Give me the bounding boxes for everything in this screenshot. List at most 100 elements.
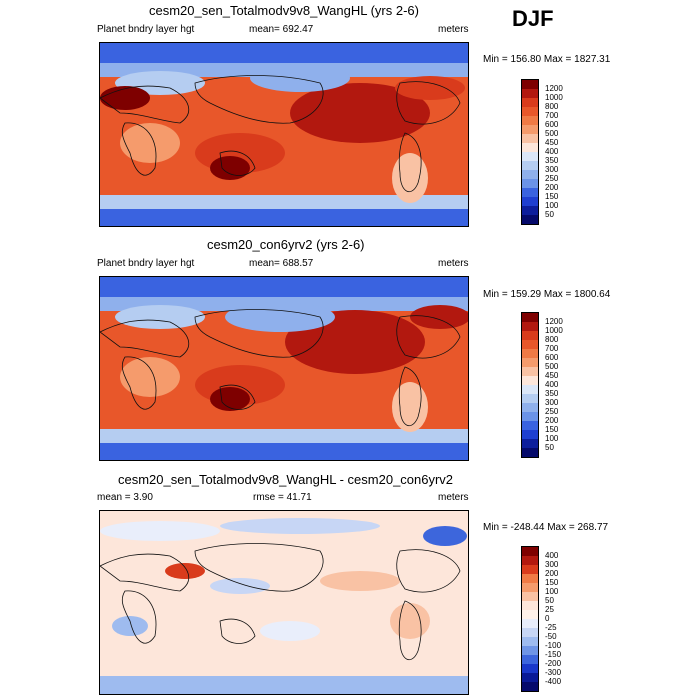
colorbar-level-label: 1200	[545, 84, 563, 93]
colorbar-level-label: -50	[545, 632, 557, 641]
colorbar-level-label: 150	[545, 578, 559, 587]
colorbar-level-label: 1200	[545, 317, 563, 326]
panel1-map-svg	[100, 43, 468, 226]
colorbar-level-label: 800	[545, 102, 559, 111]
colorbar-level-label: 300	[545, 560, 559, 569]
colorbar-level-label: 25	[545, 605, 554, 614]
colorbar-swatch	[522, 637, 538, 646]
colorbar-level-label: 100	[545, 434, 559, 443]
panel1-title: cesm20_sen_Totalmodv9v8_WangHL (yrs 2-6)	[149, 3, 419, 18]
colorbar-swatch	[522, 412, 538, 421]
colorbar-swatch	[522, 188, 538, 197]
colorbar-level-label: 100	[545, 587, 559, 596]
colorbar-level-label: 300	[545, 165, 559, 174]
season-label: DJF	[512, 6, 554, 31]
colorbar-level-label: 350	[545, 156, 559, 165]
colorbar-swatch	[522, 161, 538, 170]
colorbar-swatch	[522, 655, 538, 664]
colorbar-swatch	[522, 197, 538, 206]
colorbar-level-label: 500	[545, 129, 559, 138]
colorbar-swatch	[522, 673, 538, 682]
colorbar-swatch	[522, 439, 538, 448]
colorbar-swatch	[522, 682, 538, 691]
colorbar-level-label: 250	[545, 407, 559, 416]
colorbar-swatch	[522, 134, 538, 143]
colorbar-swatch	[522, 331, 538, 340]
colorbar-level-label: 1000	[545, 326, 563, 335]
colorbar-level-label: 700	[545, 344, 559, 353]
colorbar-swatch	[522, 170, 538, 179]
colorbar-level-label: -200	[545, 659, 562, 668]
panel1-minmax: Min = 156.80 Max = 1827.31	[483, 54, 611, 65]
colorbar-level-label: 350	[545, 389, 559, 398]
colorbar-swatch	[522, 89, 538, 98]
colorbar-swatch	[522, 385, 538, 394]
colorbar-swatch	[522, 313, 538, 322]
colorbar-swatch	[522, 610, 538, 619]
colorbar-swatch	[522, 215, 538, 224]
colorbar-swatch	[522, 206, 538, 215]
colorbar-level-label: -150	[545, 650, 562, 659]
colorbar-level-label: 600	[545, 120, 559, 129]
panel2-units: meters	[438, 258, 469, 269]
panel3-mean: mean = 3.90	[97, 492, 153, 503]
colorbar-swatch	[522, 80, 538, 89]
colorbar-swatch	[522, 547, 538, 556]
colorbar-swatch	[522, 107, 538, 116]
colorbar-level-label: 200	[545, 183, 559, 192]
panel3-map	[99, 510, 469, 695]
panel3-map-svg	[100, 511, 468, 694]
colorbar-level-label: 0	[545, 614, 550, 623]
colorbar-level-label: 200	[545, 416, 559, 425]
colorbar-level-label: 700	[545, 111, 559, 120]
colorbar-swatch	[522, 574, 538, 583]
panel1-mean: mean= 692.47	[249, 24, 314, 35]
colorbar-swatch	[522, 125, 538, 134]
colorbar-swatch	[522, 592, 538, 601]
colorbar-level-label: 400	[545, 380, 559, 389]
panel1-units: meters	[438, 24, 469, 35]
colorbar-swatch	[522, 179, 538, 188]
colorbar-swatch	[522, 583, 538, 592]
colorbar-swatch	[522, 98, 538, 107]
colorbar-level-label: 450	[545, 371, 559, 380]
panel1-variable-label: Planet bndry layer hgt	[97, 24, 195, 35]
colorbar-level-label: 800	[545, 335, 559, 344]
colorbar-level-label: 1000	[545, 93, 563, 102]
colorbar-swatch	[522, 646, 538, 655]
colorbar-swatch	[522, 448, 538, 457]
panel3-colorbar	[521, 546, 539, 692]
colorbar-level-label: -400	[545, 677, 562, 686]
colorbar-level-label: 250	[545, 174, 559, 183]
colorbar-swatch	[522, 430, 538, 439]
colorbar-level-label: 450	[545, 138, 559, 147]
panel2-colorbar	[521, 312, 539, 458]
panel1-colorbar	[521, 79, 539, 225]
colorbar-level-label: 500	[545, 362, 559, 371]
colorbar-level-label: 50	[545, 443, 554, 452]
colorbar-swatch	[522, 619, 538, 628]
colorbar-swatch	[522, 601, 538, 610]
colorbar-level-label: 150	[545, 425, 559, 434]
colorbar-level-label: 600	[545, 353, 559, 362]
colorbar-level-label: -100	[545, 641, 562, 650]
panel3-minmax: Min = -248.44 Max = 268.77	[483, 522, 609, 533]
colorbar-level-label: -25	[545, 623, 557, 632]
colorbar-swatch	[522, 394, 538, 403]
colorbar-level-label: 100	[545, 201, 559, 210]
colorbar-swatch	[522, 565, 538, 574]
colorbar-swatch	[522, 116, 538, 125]
panel3-title: cesm20_sen_Totalmodv9v8_WangHL - cesm20_…	[118, 472, 454, 487]
colorbar-level-label: 150	[545, 192, 559, 201]
panel3-rmse: rmse = 41.71	[253, 492, 312, 503]
colorbar-swatch	[522, 367, 538, 376]
colorbar-swatch	[522, 358, 538, 367]
panel2-minmax: Min = 159.29 Max = 1800.64	[483, 289, 611, 300]
colorbar-level-label: -300	[545, 668, 562, 677]
colorbar-swatch	[522, 403, 538, 412]
colorbar-swatch	[522, 322, 538, 331]
colorbar-swatch	[522, 556, 538, 565]
panel1-map	[99, 42, 469, 227]
colorbar-swatch	[522, 340, 538, 349]
panel2-title: cesm20_con6yrv2 (yrs 2-6)	[207, 237, 365, 252]
